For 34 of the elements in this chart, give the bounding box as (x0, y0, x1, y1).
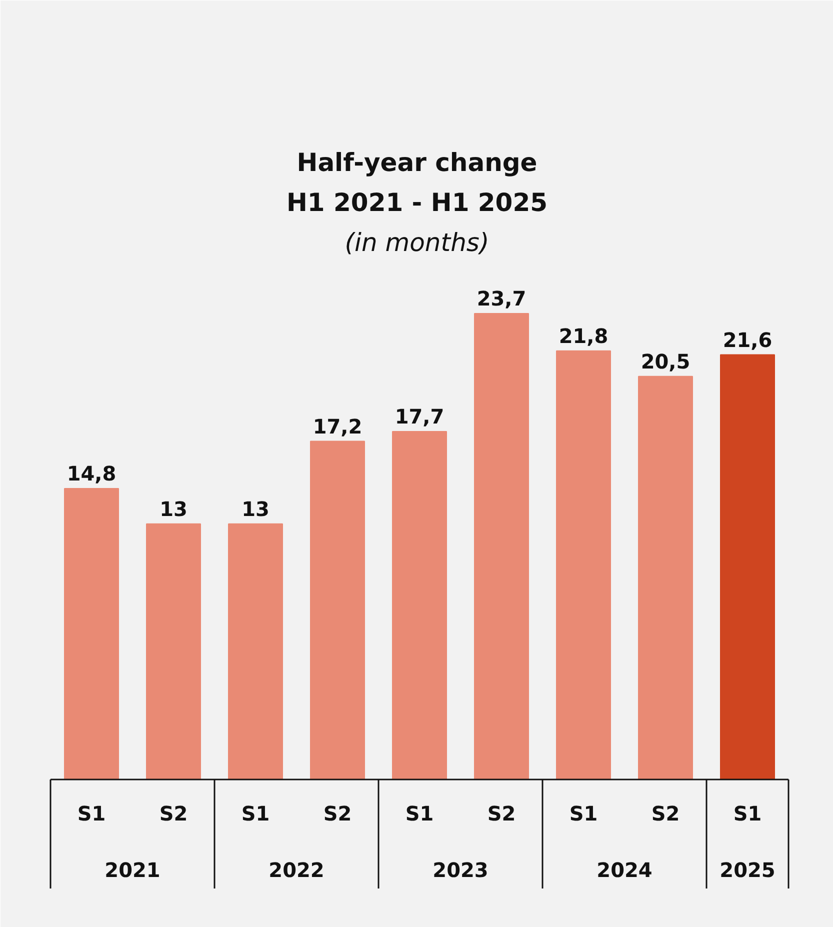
bar (474, 313, 529, 780)
x-tick-label: S2 (651, 802, 680, 826)
x-tick-label: S1 (733, 802, 762, 826)
chart-title: Half-year change H1 2021 - H1 2025 (286, 148, 548, 217)
bar (556, 350, 611, 780)
data-label: 20,5 (640, 349, 690, 374)
data-label: 21,6 (722, 328, 772, 352)
bar (720, 354, 775, 780)
data-label: 13 (160, 496, 188, 521)
text: 2024 (596, 858, 652, 882)
data-label: 21,8 (558, 324, 608, 348)
bar (638, 376, 693, 780)
x-tick-label: S1 (241, 802, 270, 826)
bar (392, 430, 447, 780)
x-tick-label: S1 (569, 802, 598, 826)
data-label: 17,7 (394, 404, 444, 428)
x-tick-label: S2 (487, 802, 516, 826)
text: 2021 (104, 858, 160, 882)
bar (64, 488, 119, 780)
data-label: 23,7 (476, 286, 526, 310)
text: 2023 (432, 858, 488, 882)
data-label: 14,8 (66, 461, 116, 486)
x-tick-label: S1 (405, 802, 434, 826)
data-label: 17,2 (312, 414, 362, 438)
data-label: 13 (242, 496, 270, 521)
chart-subtitle: (in months) (344, 228, 490, 257)
text: 2025 (720, 858, 776, 882)
x-tick-label: S2 (323, 802, 352, 826)
bar (146, 523, 201, 780)
x-tick-label: S2 (159, 802, 188, 826)
x-tick-label: S1 (77, 802, 106, 826)
bar (310, 440, 365, 780)
text: 2022 (268, 858, 324, 882)
bar (228, 523, 283, 780)
